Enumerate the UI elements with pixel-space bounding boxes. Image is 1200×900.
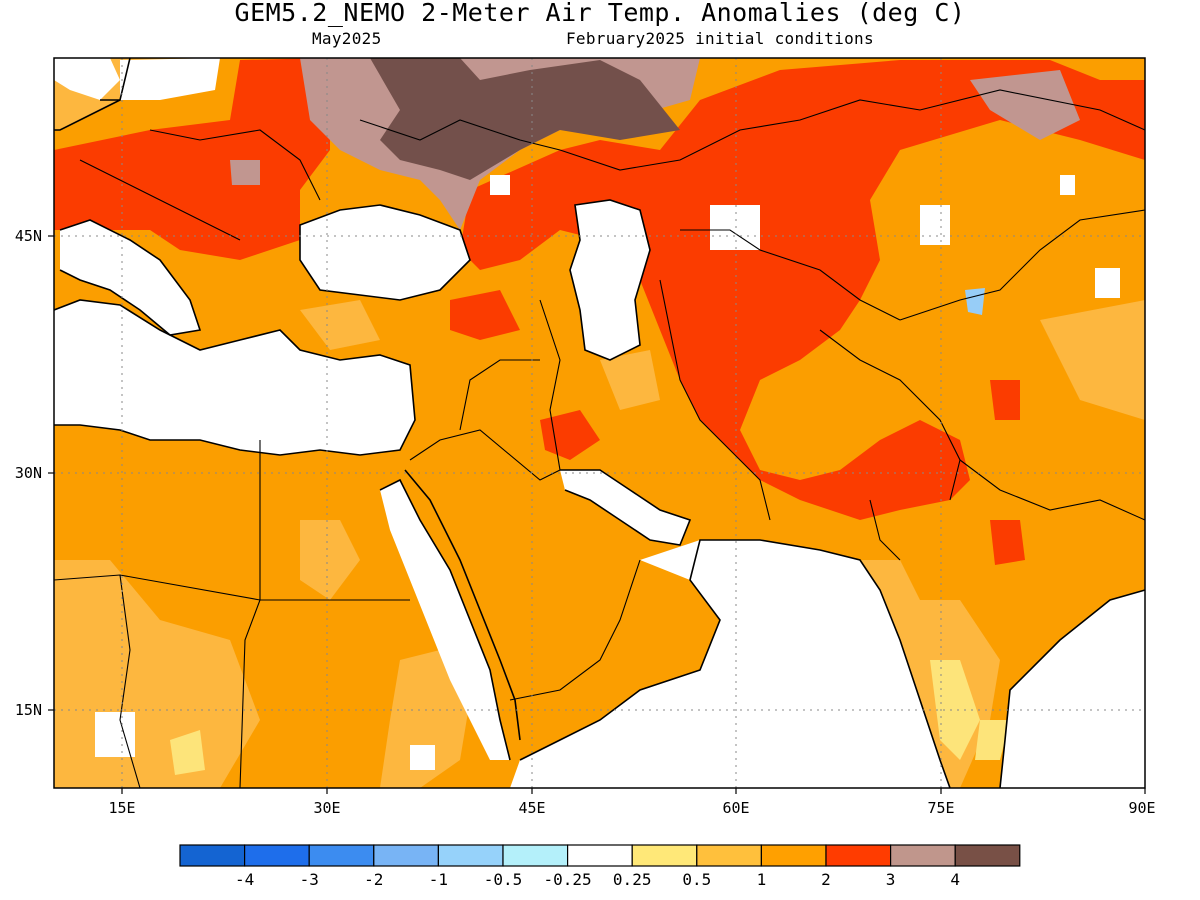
- lat-label: 30N: [15, 464, 42, 482]
- colorbar-swatch: [954, 844, 1021, 867]
- colorbar-label: 3: [886, 870, 896, 889]
- colorbar-swatch: [696, 844, 762, 867]
- lat-label: 45N: [15, 227, 42, 245]
- colorbar-swatch: [631, 844, 698, 867]
- country-borders: [54, 89, 1145, 788]
- lat-label: 15N: [15, 701, 42, 719]
- colorbar: [179, 844, 1021, 867]
- colorbar-swatch: [502, 844, 569, 867]
- colorbar-label: 0.25: [613, 870, 652, 889]
- colorbar-label: -4: [235, 870, 254, 889]
- ocean-regions: [54, 58, 1145, 788]
- ticks: [48, 235, 1146, 794]
- lon-label: 45E: [518, 799, 545, 817]
- colorbar-swatch: [566, 844, 633, 867]
- colorbar-swatch: [373, 844, 439, 867]
- colorbar-label: -3: [300, 870, 319, 889]
- chart-title: GEM5.2_NEMO 2-Meter Air Temp. Anomalies …: [234, 0, 966, 27]
- map-frame: [53, 57, 1146, 789]
- gridlines: [54, 58, 1145, 788]
- light-blue-spot: [965, 288, 985, 315]
- lon-label: 90E: [1128, 799, 1155, 817]
- colorbar-swatch: [179, 844, 246, 867]
- colorbar-swatch: [308, 844, 375, 867]
- colorbar-swatch: [760, 844, 827, 867]
- colorbar-label: -2: [364, 870, 383, 889]
- colorbar-label: 4: [950, 870, 960, 889]
- lon-labels: 15E 30E 45E 60E 75E 90E: [108, 799, 1155, 817]
- lon-label: 30E: [313, 799, 340, 817]
- colorbar-swatch: [889, 844, 956, 867]
- colorbar-label: -1: [429, 870, 448, 889]
- colorbar-swatch: [437, 844, 504, 867]
- lon-label: 75E: [927, 799, 954, 817]
- colorbar-swatch: [244, 844, 310, 867]
- dark-brown-regions: [370, 58, 680, 180]
- colorbar-label: 1: [757, 870, 767, 889]
- lon-label: 15E: [108, 799, 135, 817]
- forecast-month: May2025: [312, 29, 382, 48]
- colorbar-label: -0.5: [484, 870, 523, 889]
- pale-yellow-regions: [170, 660, 1010, 775]
- colorbar-label: 0.5: [682, 870, 711, 889]
- map-field: [54, 58, 1145, 788]
- colorbar-swatch: [825, 844, 892, 867]
- red-regions: [54, 58, 1145, 565]
- coastlines: [54, 58, 1145, 788]
- lat-labels: 45N 30N 15N: [15, 227, 42, 719]
- colorbar-label: -0.25: [544, 870, 592, 889]
- lon-label: 60E: [722, 799, 749, 817]
- colorbar-label: 2: [821, 870, 831, 889]
- colorbar-labels: -4 -3 -2 -1 -0.5 -0.25 0.25 0.5 1 2 3 4: [235, 870, 960, 889]
- initial-conditions: February2025 initial conditions: [566, 29, 874, 48]
